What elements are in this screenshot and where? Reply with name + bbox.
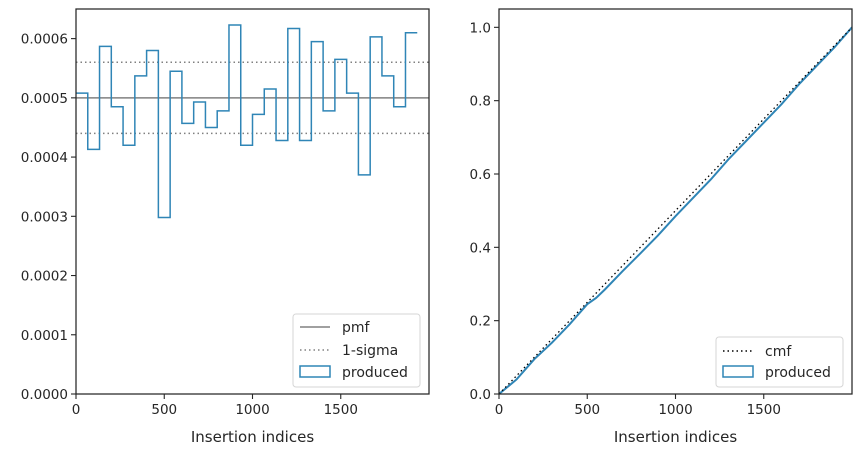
- left-x-tick-label: 0: [72, 402, 81, 418]
- legend-pmf-label: pmf: [342, 320, 371, 336]
- right-x-tick-label: 0: [495, 402, 504, 418]
- legend-produced-label-right: produced: [765, 365, 831, 381]
- left-y-tick-label: 0.0000: [21, 387, 68, 403]
- right-x-tick-label: 500: [574, 402, 600, 418]
- produced-cumulative-series: [498, 26, 853, 395]
- right-x-tick-label: 1500: [747, 402, 781, 418]
- left-y-tick-label: 0.0003: [21, 209, 68, 225]
- right-y-tick-label: 0.4: [470, 240, 491, 256]
- left-x-tick-label: 500: [151, 402, 177, 418]
- right-panel: 0 500 1000 1500 0.0 0.2 0.4 0.6 0.8 1.0 Insertion…: [470, 8, 853, 446]
- left-panel: 0 500 1000 1500 0.0000 0.0001 0.0002 0.0003 0.00…: [21, 8, 430, 446]
- right-y-tick-label: 1.0: [470, 20, 491, 36]
- cmf-line: [498, 26, 853, 395]
- right-legend: cmf produced: [715, 336, 844, 388]
- left-x-tick-label: 1000: [235, 402, 269, 418]
- legend-produced-swatch: [299, 365, 331, 378]
- left-y-tick-label: 0.0006: [21, 32, 68, 48]
- right-ticks: 0 500 1000 1500 0.0 0.2 0.4 0.6 0.8 1.0: [470, 20, 781, 418]
- right-legend-box: [715, 336, 844, 388]
- right-x-axis-label: Insertion indices: [614, 428, 737, 446]
- left-ticks: 0 500 1000 1500 0.0000 0.0001 0.0002 0.0003 0.00…: [21, 32, 358, 418]
- legend-sigma-label: 1-sigma: [342, 343, 398, 359]
- right-x-tick-label: 1000: [658, 402, 692, 418]
- legend-produced-swatch-right: [722, 365, 754, 378]
- left-legend: pmf 1-sigma produced: [292, 313, 421, 388]
- right-y-tick-label: 0.8: [470, 94, 491, 110]
- left-x-tick-label: 1500: [324, 402, 358, 418]
- legend-produced-label: produced: [342, 365, 408, 381]
- produced-step-series: [76, 24, 418, 219]
- right-y-tick-label: 0.2: [470, 314, 491, 330]
- left-y-tick-label: 0.0001: [21, 328, 68, 344]
- left-y-tick-label: 0.0004: [21, 150, 68, 166]
- right-axes-frame: [498, 8, 853, 395]
- right-series-layer: [498, 26, 853, 395]
- right-y-tick-label: 0.6: [470, 167, 491, 183]
- left-y-tick-label: 0.0005: [21, 91, 68, 107]
- left-legend-box: [292, 313, 421, 388]
- left-series-layer: [76, 24, 429, 219]
- legend-cmf-label: cmf: [765, 344, 792, 360]
- left-y-tick-label: 0.0002: [21, 269, 68, 285]
- right-y-tick-label: 0.0: [470, 387, 491, 403]
- left-x-axis-label: Insertion indices: [191, 428, 314, 446]
